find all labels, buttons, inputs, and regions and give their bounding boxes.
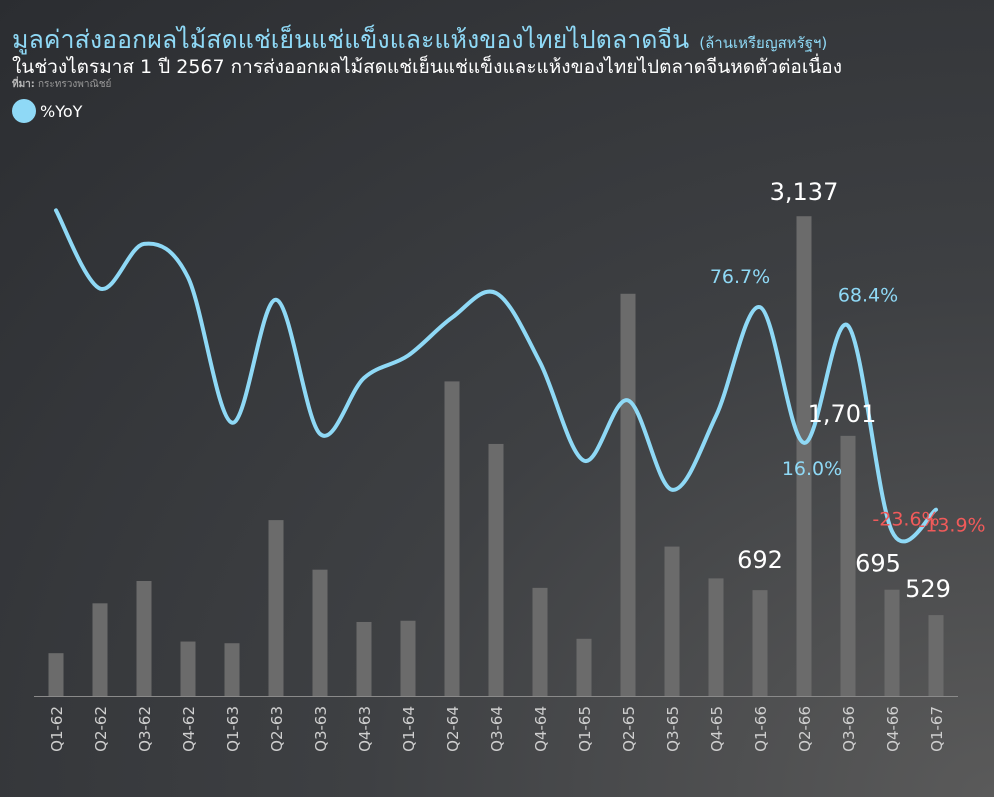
legend-swatch-yoy bbox=[12, 99, 36, 123]
yoy-value-label: 76.7% bbox=[710, 266, 770, 288]
x-tick-label: Q4-64 bbox=[532, 706, 550, 752]
bar-Q4-64 bbox=[532, 587, 548, 696]
x-tick-label: Q3-64 bbox=[488, 706, 506, 752]
x-tick-label: Q2-64 bbox=[444, 706, 462, 752]
bar-Q3-63 bbox=[312, 569, 328, 696]
x-tick-label: Q4-62 bbox=[180, 706, 198, 752]
chart-title-unit: (ล้านเหรียญสหรัฐฯ) bbox=[699, 34, 828, 52]
bar-Q1-62 bbox=[48, 653, 64, 696]
bar-Q4-66 bbox=[884, 589, 900, 696]
x-tick-label: Q1-67 bbox=[928, 706, 946, 752]
chart-source: ที่มา: กระทรวงพาณิชย์ bbox=[12, 77, 111, 92]
bar-Q4-62 bbox=[180, 641, 196, 696]
x-tick-label: Q2-63 bbox=[268, 706, 286, 752]
chart-title-text: มูลค่าส่งออกผลไม้สดแช่เย็นแช่แข็งและแห้ง… bbox=[12, 25, 690, 54]
yoy-line bbox=[54, 208, 938, 544]
x-tick-label: Q3-63 bbox=[312, 706, 330, 752]
yoy-value-label: 16.0% bbox=[782, 458, 842, 480]
x-tick-label: Q1-65 bbox=[576, 706, 594, 752]
x-tick-label: Q1-62 bbox=[48, 706, 66, 752]
x-tick-label: Q3-62 bbox=[136, 706, 154, 752]
x-tick-label: Q3-66 bbox=[840, 706, 858, 752]
x-tick-label: Q1-66 bbox=[752, 706, 770, 752]
x-tick-label: Q1-63 bbox=[224, 706, 242, 752]
bar-Q2-64 bbox=[444, 381, 460, 696]
x-tick-label: Q3-65 bbox=[664, 706, 682, 752]
bar-Q4-63 bbox=[356, 621, 372, 696]
bar-Q3-62 bbox=[136, 580, 152, 696]
bar-Q1-65 bbox=[576, 638, 592, 696]
bar-value-label: 1,701 bbox=[808, 400, 877, 428]
chart-title: มูลค่าส่งออกผลไม้สดแช่เย็นแช่แข็งและแห้ง… bbox=[12, 20, 827, 60]
legend: %YoY bbox=[12, 99, 82, 123]
bar-Q2-66 bbox=[796, 216, 812, 697]
bar-Q1-67 bbox=[928, 615, 944, 696]
bar-Q3-66 bbox=[840, 435, 856, 696]
bar-Q3-64 bbox=[488, 443, 504, 696]
bar-Q2-63 bbox=[268, 520, 284, 696]
bar-Q1-66 bbox=[752, 590, 768, 696]
x-tick-label: Q2-66 bbox=[796, 706, 814, 752]
bar-Q4-65 bbox=[708, 578, 724, 696]
bar-Q2-62 bbox=[92, 603, 108, 696]
yoy-value-label: 68.4% bbox=[838, 285, 898, 307]
x-tick-label: Q2-62 bbox=[92, 706, 110, 752]
x-tick-label: Q4-65 bbox=[708, 706, 726, 752]
bar-value-label: 695 bbox=[855, 550, 901, 578]
bar-Q1-63 bbox=[224, 643, 240, 696]
legend-label-yoy: %YoY bbox=[40, 101, 83, 121]
bar-Q3-65 bbox=[664, 546, 680, 696]
x-tick-label: Q4-66 bbox=[884, 706, 902, 752]
bar-value-label: 529 bbox=[905, 575, 951, 603]
bar-value-label: 3,137 bbox=[770, 178, 839, 206]
chart-subtitle: ในช่วงไตรมาส 1 ปี 2567 การส่งออกผลไม้สดแ… bbox=[12, 56, 842, 78]
bar-Q1-64 bbox=[400, 620, 416, 696]
bar-Q2-65 bbox=[620, 293, 636, 696]
x-tick-label: Q1-64 bbox=[400, 706, 418, 752]
source-text: กระทรวงพาณิชย์ bbox=[38, 79, 112, 90]
bar-value-label: 692 bbox=[737, 546, 783, 574]
source-label: ที่มา: bbox=[12, 79, 35, 90]
yoy-value-label: -23.6% bbox=[872, 508, 939, 530]
x-tick-label: Q4-63 bbox=[356, 706, 374, 752]
x-tick-label: Q2-65 bbox=[620, 706, 638, 752]
yoy-value-label: -13.9% bbox=[918, 515, 985, 537]
